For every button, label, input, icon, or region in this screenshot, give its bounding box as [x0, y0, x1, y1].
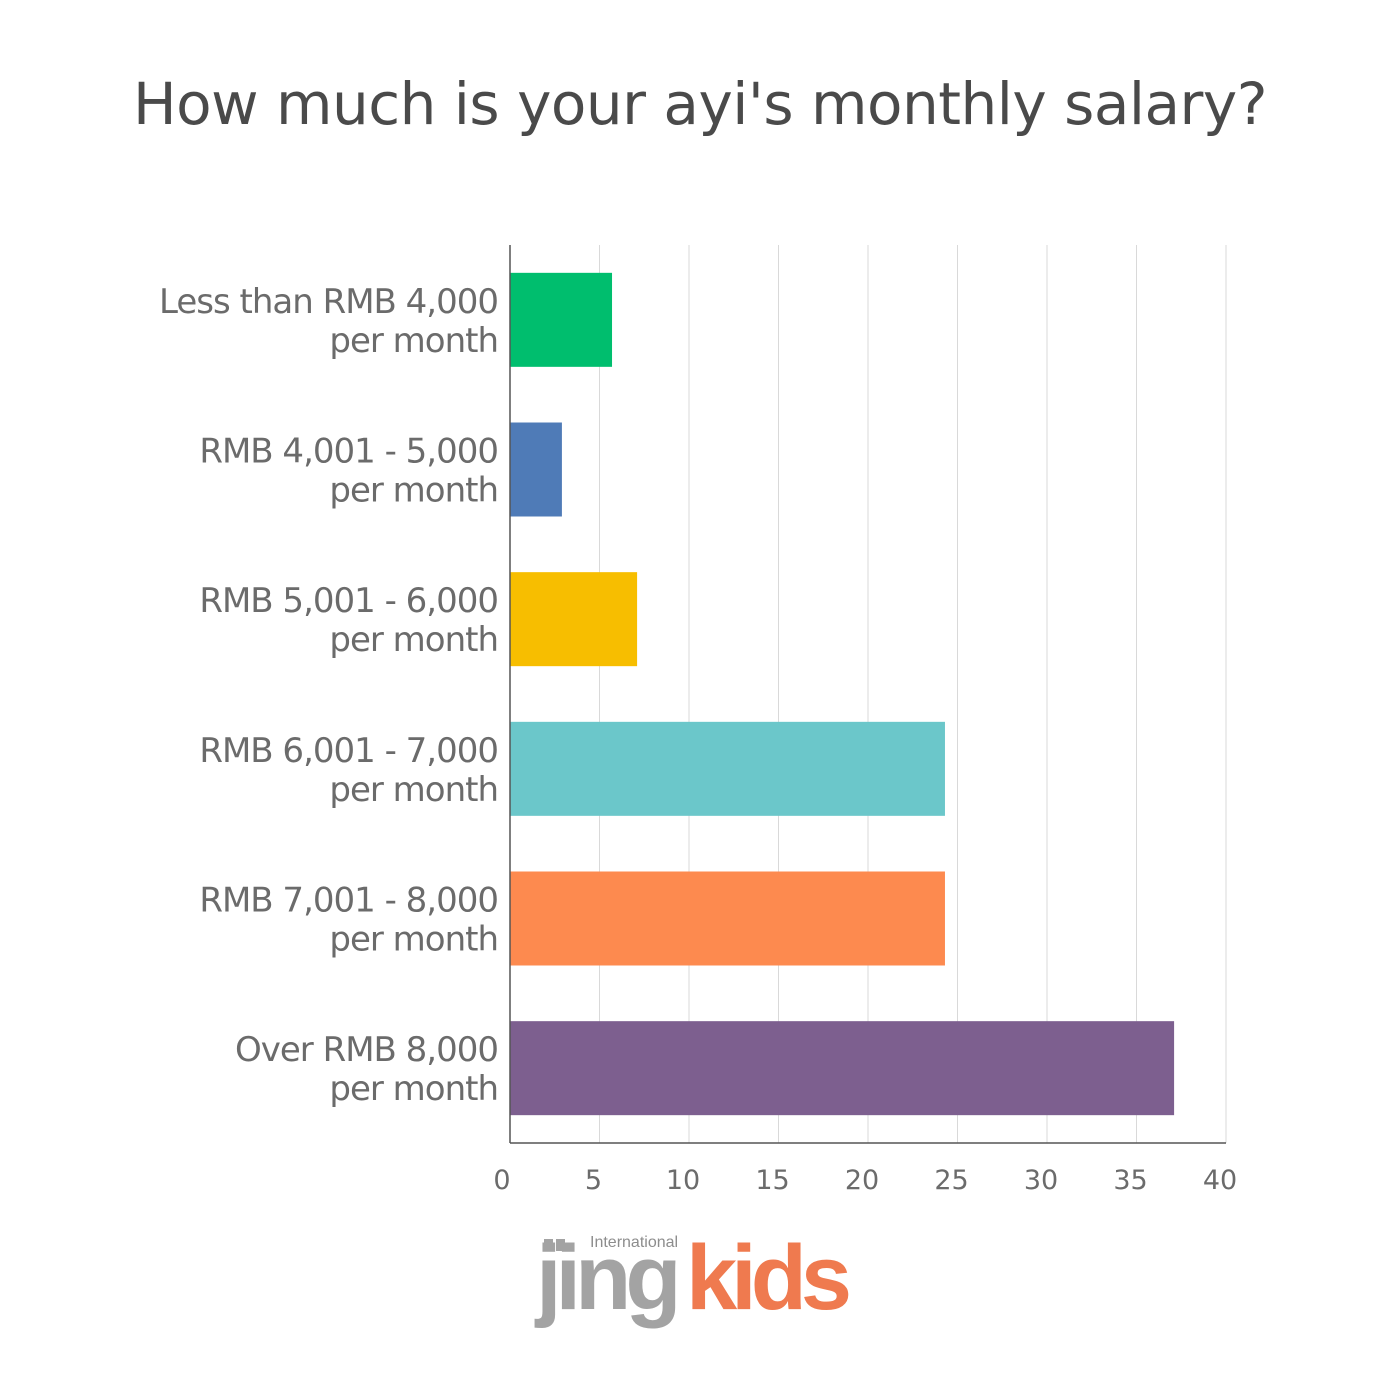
category-label-5-line-0: Over RMB 8,000: [235, 1030, 498, 1070]
category-label-0-line-0: Less than RMB 4,000: [159, 282, 498, 322]
x-tick-label-15: 15: [755, 1165, 789, 1196]
x-tick-label-25: 25: [934, 1165, 968, 1196]
logo-part-2: kids: [686, 1227, 852, 1329]
category-label-4: RMB 7,001 - 8,000 per month: [199, 881, 498, 960]
bar-2: [510, 572, 638, 667]
category-label-1: RMB 4,001 - 5,000 per month: [199, 432, 498, 511]
tick-labels: 0 5 10 15 20 25 30 35 40: [493, 1165, 1237, 1196]
category-label-1-line-0: RMB 4,001 - 5,000: [199, 432, 498, 472]
bar-1: [510, 422, 562, 517]
category-label-5: Over RMB 8,000 per month: [235, 1030, 498, 1109]
chart-title: How much is your ayi's monthly salary?: [132, 70, 1268, 138]
logo-small-text: International: [590, 1234, 679, 1251]
x-tick-label-5: 5: [585, 1165, 602, 1196]
category-label-0: Less than RMB 4,000 per month: [159, 282, 498, 361]
category-label-3: RMB 6,001 - 7,000 per month: [199, 731, 498, 810]
grid-lines: [599, 245, 1227, 1143]
bar-4: [510, 871, 945, 966]
category-label-5-line-1: per month: [329, 1069, 498, 1109]
bars: [510, 272, 1175, 1116]
category-label-2: RMB 5,001 - 6,000 per month: [199, 581, 498, 660]
bar-3: [510, 721, 945, 816]
category-label-4-line-0: RMB 7,001 - 8,000: [199, 881, 498, 921]
x-tick-label-30: 30: [1024, 1165, 1058, 1196]
x-tick-label-40: 40: [1203, 1165, 1237, 1196]
category-label-2-line-0: RMB 5,001 - 6,000: [199, 581, 498, 621]
category-label-3-line-0: RMB 6,001 - 7,000: [199, 731, 498, 771]
x-tick-label-10: 10: [666, 1165, 700, 1196]
logo-bars-icon: [544, 1236, 584, 1251]
logo-part-1: jing: [536, 1227, 681, 1329]
category-label-1-line-1: per month: [329, 471, 498, 511]
category-label-4-line-1: per month: [329, 920, 498, 960]
category-label-0-line-1: per month: [329, 321, 498, 361]
jingkids-logo: International jing kids: [536, 1232, 876, 1332]
bar-5: [510, 1021, 1175, 1116]
axes: [509, 245, 1226, 1144]
bar-0: [510, 272, 613, 367]
x-tick-label-0: 0: [493, 1165, 510, 1196]
category-label-2-line-1: per month: [329, 620, 498, 660]
x-tick-label-35: 35: [1113, 1165, 1147, 1196]
category-label-3-line-1: per month: [329, 770, 498, 810]
x-tick-label-20: 20: [845, 1165, 879, 1196]
